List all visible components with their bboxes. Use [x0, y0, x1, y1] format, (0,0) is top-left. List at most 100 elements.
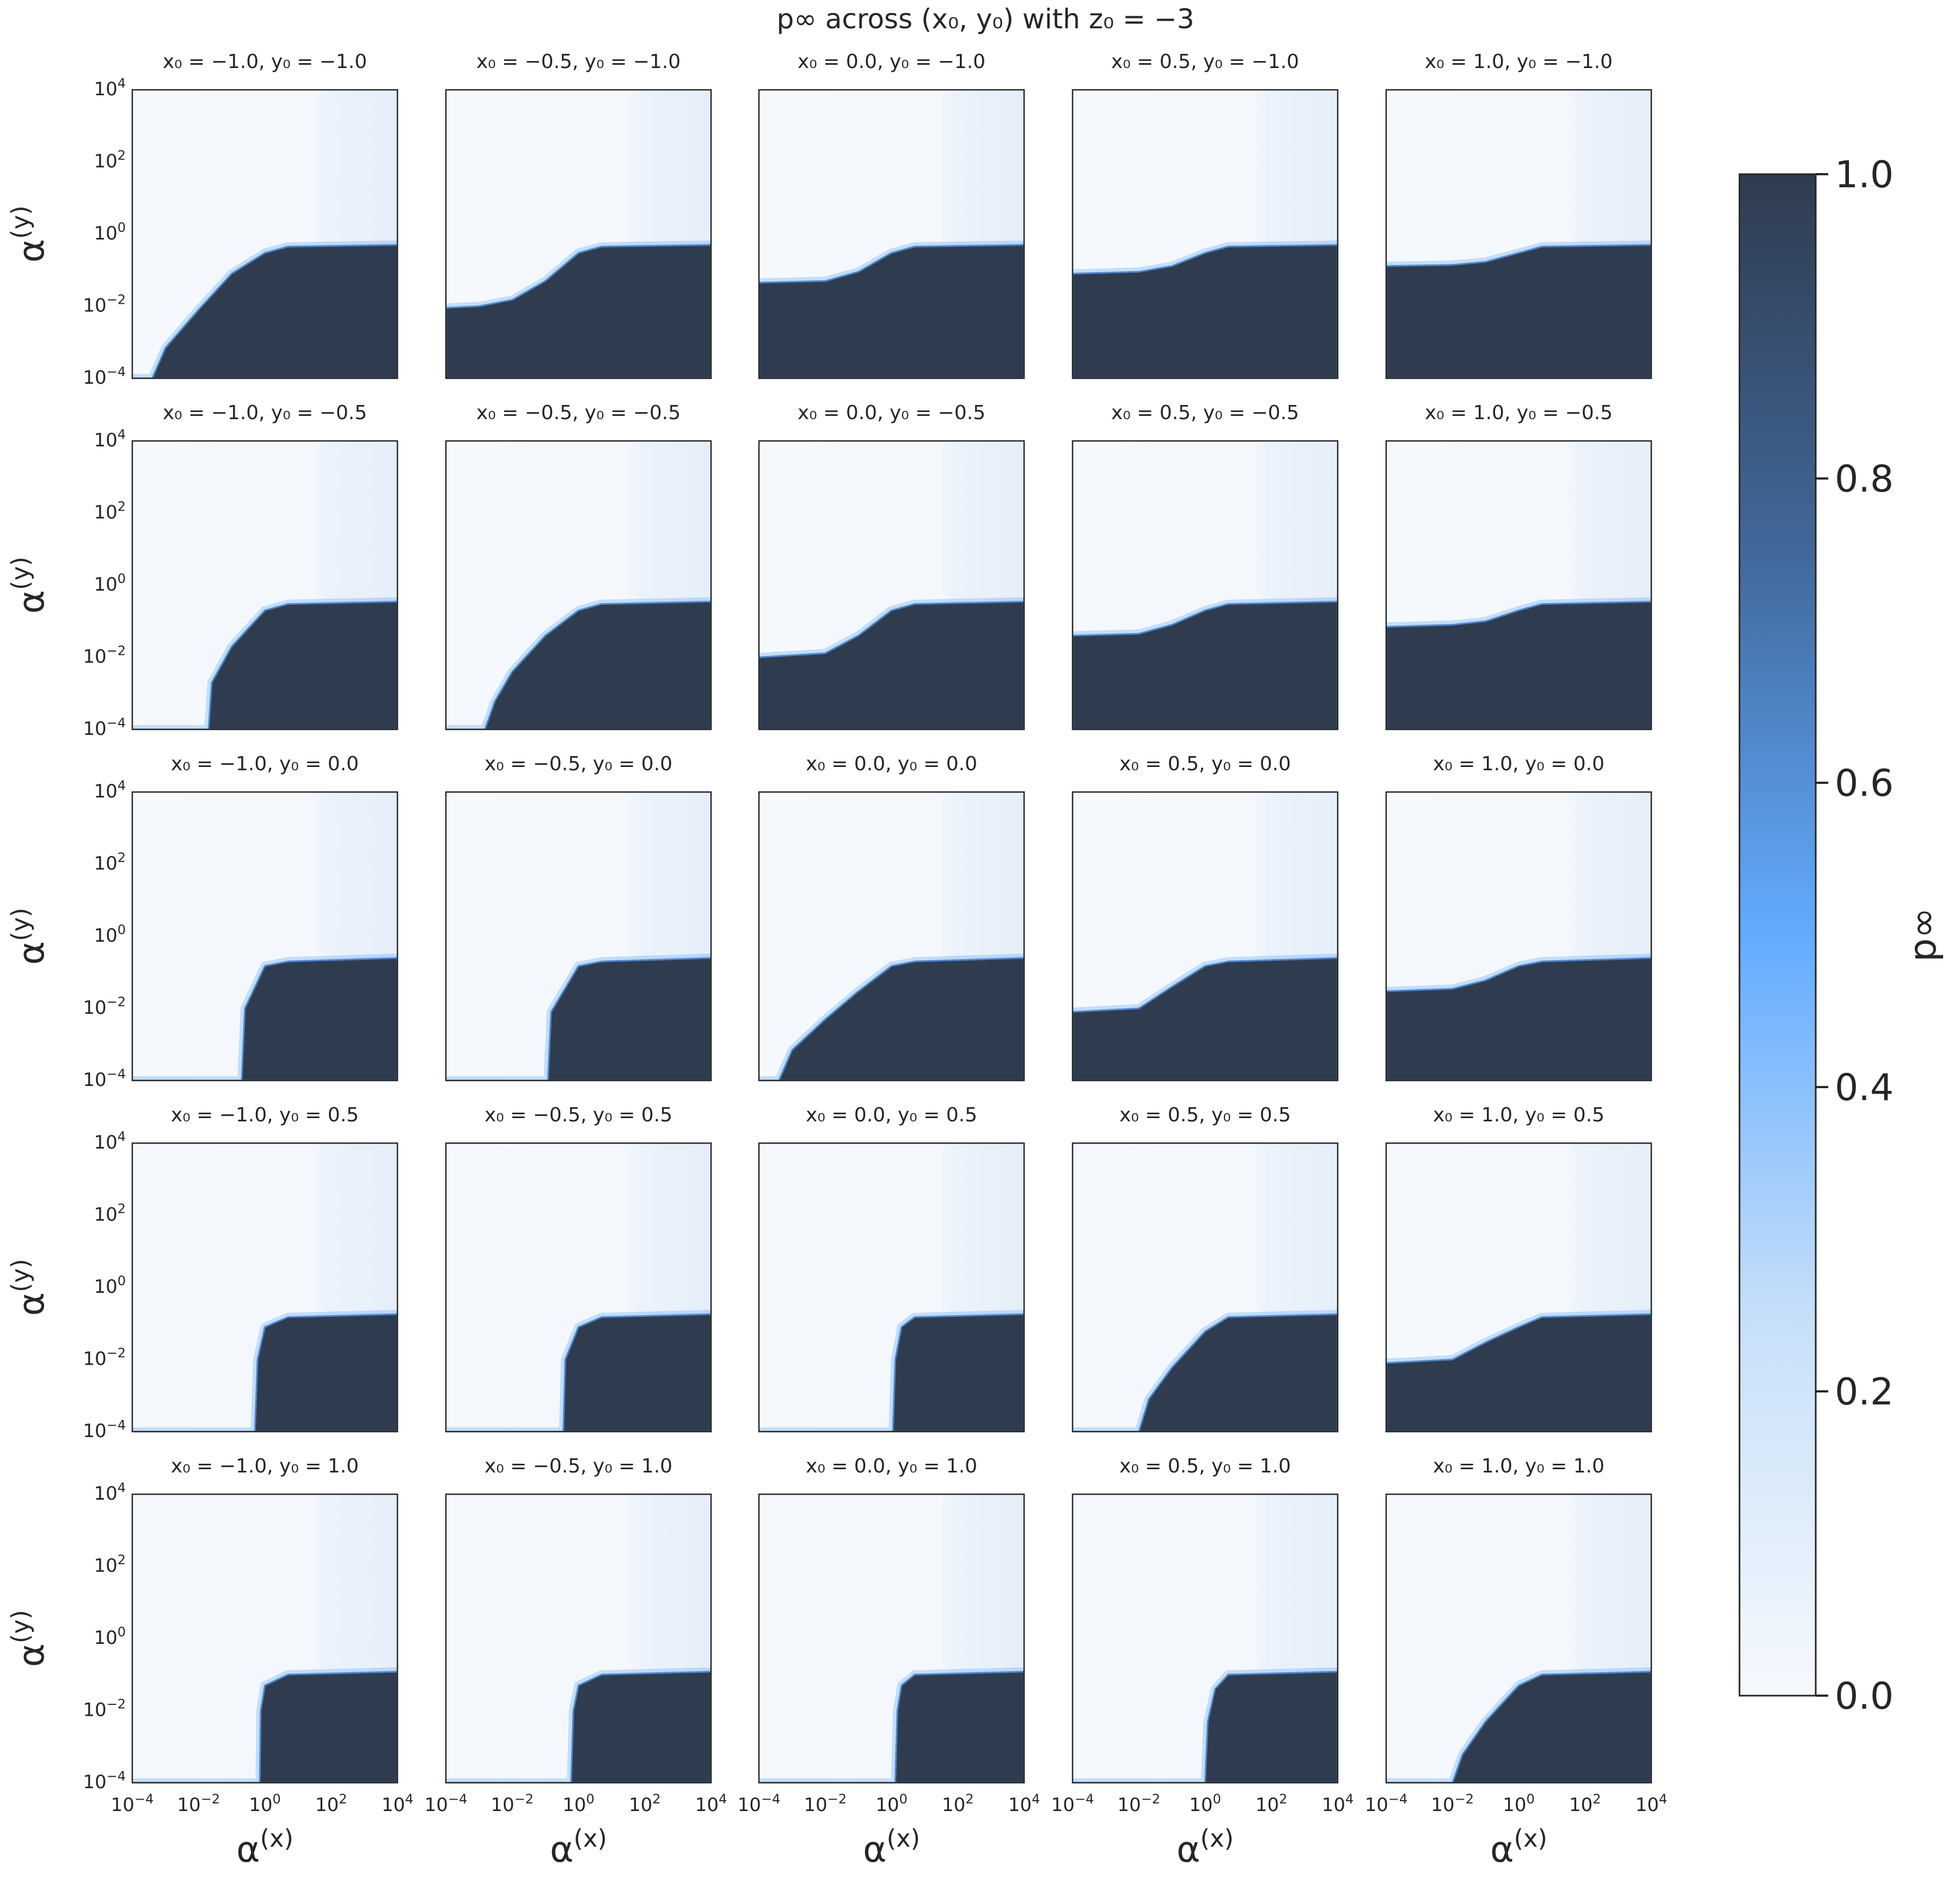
y-axis-label: α(y): [5, 556, 52, 613]
x-tick-label: 104: [695, 1791, 727, 1816]
high-p-region: [759, 957, 1024, 1081]
x-tick-label: 100: [1189, 1791, 1221, 1816]
panel-title: x₀ = −1.0, y₀ = −1.0: [163, 51, 367, 73]
y-tick-label: 10−2: [83, 292, 126, 317]
y-tick-label: 104: [94, 778, 126, 802]
panel-frame: [445, 440, 712, 731]
x-tick-label: 100: [1503, 1791, 1535, 1816]
y-axis-label: α(y): [5, 1259, 52, 1316]
high-p-region: [446, 1313, 711, 1432]
heatmap-panel-r4-c2: x₀ = −0.5, y₀ = 0.5: [445, 1104, 712, 1433]
y-tick-label: 102: [94, 1552, 126, 1577]
panel-title: x₀ = −0.5, y₀ = 0.5: [485, 1104, 672, 1126]
y-tick-label: 100: [94, 571, 126, 596]
panel-title: x₀ = −1.0, y₀ = 0.0: [171, 753, 359, 775]
y-tick-label: 10−4: [83, 1417, 126, 1442]
x-axis-label: α(x): [1490, 1824, 1547, 1870]
heatmap-panel-r4-c4: x₀ = 0.5, y₀ = 0.5: [1071, 1104, 1339, 1433]
panel-title: x₀ = −0.5, y₀ = −1.0: [476, 51, 681, 73]
panel-frame: [445, 89, 712, 379]
heatmap-panel-r5-c1: x₀ = −1.0, y₀ = 1.0 10−4 10−2 100 102 104 α(y)…: [5, 1455, 413, 1870]
high-p-region: [1073, 1313, 1338, 1432]
panel-title: x₀ = −0.5, y₀ = −0.5: [476, 402, 681, 424]
high-p-region: [759, 600, 1024, 729]
heatmap-panel-r4-c1: x₀ = −1.0, y₀ = 0.5 10−4 10−2 100 102 104 α(y): [5, 1104, 399, 1442]
x-tick-label: 100: [562, 1791, 595, 1816]
colorbar-tick-label: 0.8: [1835, 458, 1894, 501]
colorbar-label: p∞: [1902, 907, 1945, 962]
high-p-region: [446, 957, 711, 1081]
x-tick-label: 104: [1322, 1791, 1354, 1816]
y-tick-label: 102: [94, 148, 126, 173]
panel-title: x₀ = 0.0, y₀ = −0.5: [798, 402, 985, 424]
heatmap-panel-r2-c2: x₀ = −0.5, y₀ = −0.5: [445, 402, 712, 731]
panel-title: x₀ = 1.0, y₀ = −1.0: [1425, 51, 1613, 73]
x-tick-label: 102: [315, 1791, 347, 1816]
heatmap-panel-r1-c5: x₀ = 1.0, y₀ = −1.0: [1385, 51, 1652, 379]
panel-frame: [131, 440, 399, 731]
panel-frame: [131, 791, 399, 1082]
heatmap-panel-r3-c2: x₀ = −0.5, y₀ = 0.0: [445, 753, 712, 1082]
high-p-region: [132, 244, 397, 378]
y-axis-label: α(y): [5, 205, 52, 262]
high-p-region: [1386, 957, 1651, 1081]
panel-title: x₀ = 0.5, y₀ = 0.0: [1119, 753, 1291, 775]
heatmap-panel-r1-c3: x₀ = 0.0, y₀ = −1.0: [758, 51, 1025, 379]
panel-title: x₀ = −1.0, y₀ = 0.5: [171, 1104, 359, 1126]
panel-title: x₀ = −1.0, y₀ = 1.0: [171, 1455, 359, 1477]
high-p-region: [132, 1313, 397, 1432]
heatmap-panel-r1-c4: x₀ = 0.5, y₀ = −1.0: [1071, 51, 1339, 379]
panel-frame: [131, 1493, 399, 1784]
y-tick-label: 10−4: [83, 715, 126, 740]
y-tick-label: 102: [94, 499, 126, 524]
x-axis-label: α(x): [863, 1824, 920, 1870]
panel-frame: [758, 791, 1025, 1082]
x-axis-label: α(x): [550, 1824, 607, 1870]
high-p-region: [132, 1671, 397, 1783]
panel-frame: [1385, 440, 1652, 731]
x-tick-label: 10−4: [425, 1791, 468, 1816]
colorbar-tick-label: 0.0: [1835, 1675, 1894, 1718]
high-p-region: [132, 957, 397, 1081]
panel-title: x₀ = 0.5, y₀ = 1.0: [1119, 1455, 1291, 1477]
panel-grid: x₀ = −1.0, y₀ = −1.0 10−4 10−2 100 102 104 α(y…: [5, 51, 1667, 1870]
panel-frame: [445, 791, 712, 1082]
high-p-region: [446, 1671, 711, 1783]
y-tick-label: 102: [94, 850, 126, 875]
x-tick-label: 10−2: [491, 1791, 534, 1816]
colorbar-tick-label: 1.0: [1835, 154, 1894, 197]
figure-suptitle: p∞ across (x₀, y₀) with z₀ = −3: [776, 3, 1194, 35]
x-tick-label: 102: [942, 1791, 974, 1816]
high-p-region: [1073, 1671, 1338, 1783]
panel-title: x₀ = 0.0, y₀ = −1.0: [798, 51, 985, 73]
high-p-region: [759, 1313, 1024, 1432]
panel-frame: [1071, 1493, 1339, 1784]
high-p-region: [446, 600, 711, 729]
y-tick-label: 10−2: [83, 1697, 126, 1721]
heatmap-panel-r5-c5: x₀ = 1.0, y₀ = 1.0 10−4 10−2 100 102 104 α(x): [1365, 1455, 1668, 1870]
panel-title: x₀ = −0.5, y₀ = 1.0: [485, 1455, 672, 1477]
colorbar: 0.0 0.2 0.4 0.6 0.8 1.0 p∞: [1738, 154, 1945, 1718]
high-p-region: [1386, 244, 1651, 378]
panel-frame: [758, 89, 1025, 379]
heatmap-panel-r2-c5: x₀ = 1.0, y₀ = −0.5: [1385, 402, 1652, 731]
panel-frame: [1071, 440, 1339, 731]
y-tick-label: 104: [94, 1129, 126, 1153]
panel-frame: [758, 1493, 1025, 1784]
x-tick-label: 10−2: [177, 1791, 220, 1816]
colorbar-tick-label: 0.2: [1835, 1371, 1894, 1414]
x-tick-label: 10−4: [1051, 1791, 1094, 1816]
high-p-region: [1386, 1671, 1651, 1783]
y-tick-label: 10−4: [83, 1769, 126, 1793]
panel-title: x₀ = 1.0, y₀ = 0.0: [1433, 753, 1604, 775]
x-tick-label: 10−4: [738, 1791, 781, 1816]
colorbar-ticks: 0.0 0.2 0.4 0.6 0.8 1.0: [1816, 154, 1894, 1718]
x-tick-label: 100: [249, 1791, 281, 1816]
panel-frame: [131, 1142, 399, 1433]
heatmap-panel-r3-c5: x₀ = 1.0, y₀ = 0.0: [1385, 753, 1652, 1082]
y-axis-label: α(y): [5, 1610, 52, 1667]
y-tick-label: 10−2: [83, 1346, 126, 1370]
x-axis-label: α(x): [1177, 1824, 1234, 1870]
high-p-region: [132, 600, 397, 729]
